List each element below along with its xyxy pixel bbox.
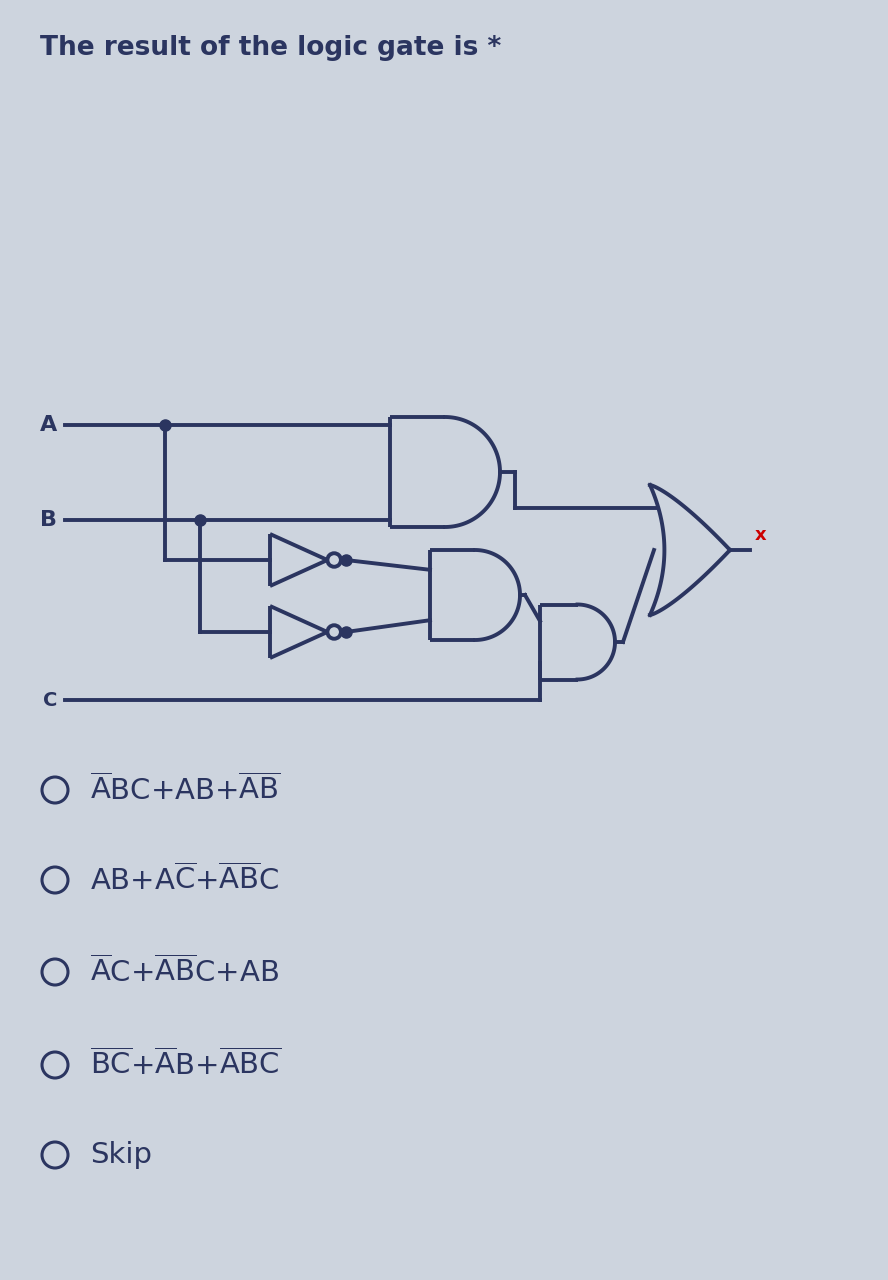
Text: Skip: Skip: [90, 1140, 152, 1169]
Text: $\mathdefault{\overline{A}}$BC+AB+$\mathdefault{\overline{A}\overline{B}}$: $\mathdefault{\overline{A}}$BC+AB+$\math…: [90, 774, 281, 806]
Text: C: C: [43, 690, 57, 709]
Text: The result of the logic gate is *: The result of the logic gate is *: [40, 35, 501, 61]
Text: $\mathdefault{\overline{A}}$C+$\mathdefault{\overline{A}\overline{B}}$C+AB: $\mathdefault{\overline{A}}$C+$\mathdefa…: [90, 956, 279, 988]
Text: $\mathdefault{\overline{B}\overline{C}}$+$\mathdefault{\overline{A}}$B+$\mathdef: $\mathdefault{\overline{B}\overline{C}}$…: [90, 1048, 281, 1082]
Text: x: x: [755, 526, 766, 544]
Text: AB+A$\mathdefault{\overline{C}}$+$\mathdefault{\overline{A}\overline{B}}$C: AB+A$\mathdefault{\overline{C}}$+$\mathd…: [90, 864, 280, 896]
Text: A: A: [40, 415, 57, 435]
Text: B: B: [40, 509, 57, 530]
